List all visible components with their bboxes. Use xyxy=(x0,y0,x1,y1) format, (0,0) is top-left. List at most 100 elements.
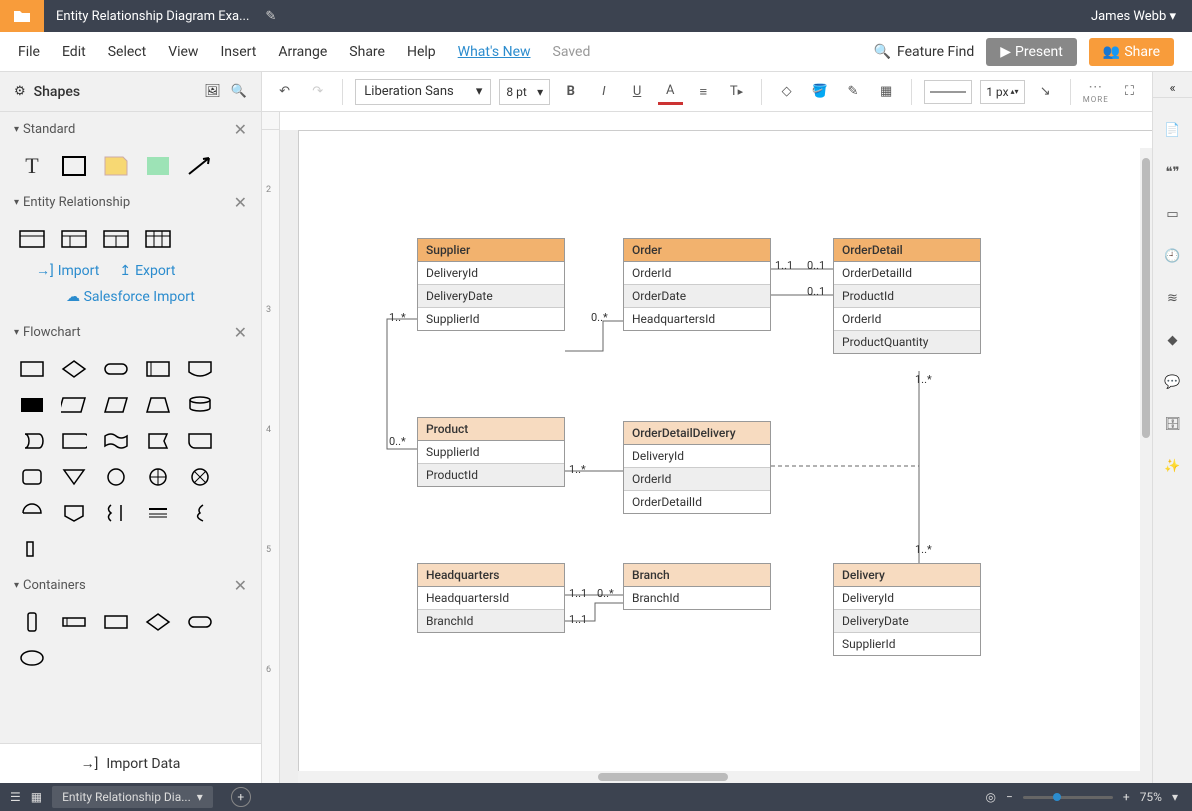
zoom-slider[interactable] xyxy=(1023,796,1113,799)
size-select[interactable]: 8 pt▾ xyxy=(499,79,550,105)
flowchart-shape-24[interactable] xyxy=(186,502,214,524)
flowchart-shape-2[interactable] xyxy=(102,358,130,380)
presentation-icon[interactable]: ▭ xyxy=(1163,204,1183,224)
menu-view[interactable]: View xyxy=(168,44,198,60)
line-width-select[interactable]: 1 px ▴▾ xyxy=(980,80,1025,104)
entity-field[interactable]: OrderId xyxy=(624,468,770,491)
entity-field[interactable]: SupplierId xyxy=(418,441,564,464)
present-button[interactable]: ▶ Present xyxy=(986,38,1077,66)
entity-field[interactable]: ProductId xyxy=(834,285,980,308)
share-button[interactable]: 👥 Share xyxy=(1089,38,1174,66)
flowchart-shape-3[interactable] xyxy=(144,358,172,380)
entity-field[interactable]: HeadquartersId xyxy=(418,587,564,610)
entity-field[interactable]: DeliveryId xyxy=(834,587,980,610)
flowchart-shape-7[interactable] xyxy=(102,394,130,416)
v-scrollbar[interactable] xyxy=(1140,148,1152,771)
folder-icon[interactable] xyxy=(0,0,44,32)
section-entity[interactable]: ▾ Entity Relationship ✕ xyxy=(0,185,261,220)
menu-insert[interactable]: Insert xyxy=(220,44,256,60)
close-icon[interactable]: ✕ xyxy=(234,576,247,595)
section-containers[interactable]: ▾ Containers ✕ xyxy=(0,568,261,603)
entity-orderdetail[interactable]: OrderDetailOrderDetailIdProductIdOrderId… xyxy=(833,238,981,354)
canvas[interactable]: SupplierDeliveryIdDeliveryDateSupplierId… xyxy=(280,130,1152,783)
flowchart-shape-16[interactable] xyxy=(60,466,88,488)
container-shape-1[interactable] xyxy=(60,611,88,633)
section-flowchart[interactable]: ▾ Flowchart ✕ xyxy=(0,315,261,350)
entity-field[interactable]: BranchId xyxy=(418,610,564,632)
image-icon[interactable]: 🖼 xyxy=(204,84,221,99)
entity-field[interactable]: OrderDetailId xyxy=(834,262,980,285)
zoom-in-button[interactable]: + xyxy=(1123,790,1130,804)
more-button[interactable]: ⋯MORE xyxy=(1083,79,1109,104)
entity-field[interactable]: OrderId xyxy=(624,262,770,285)
entity-field[interactable]: ProductQuantity xyxy=(834,331,980,353)
flowchart-shape-6[interactable] xyxy=(60,394,88,416)
database-icon[interactable]: 🗄 xyxy=(1163,414,1183,434)
gear-icon[interactable]: ⚙ xyxy=(14,84,26,99)
entity-field[interactable]: DeliveryId xyxy=(624,445,770,468)
magic-icon[interactable]: ✨ xyxy=(1163,456,1183,476)
chat-icon[interactable]: 💬 xyxy=(1163,372,1183,392)
arrow-shape[interactable] xyxy=(186,155,214,177)
font-select[interactable]: Liberation Sans▾ xyxy=(355,79,491,105)
align-button[interactable]: ≡ xyxy=(691,79,716,105)
flowchart-shape-4[interactable] xyxy=(186,358,214,380)
entity-field[interactable]: SupplierId xyxy=(834,633,980,655)
text-color-button[interactable]: A xyxy=(658,79,683,105)
text-shape[interactable]: T xyxy=(18,155,46,177)
text-options-button[interactable]: T▸ xyxy=(724,79,749,105)
import-link[interactable]: →] Import xyxy=(36,262,99,279)
flowchart-shape-9[interactable] xyxy=(186,394,214,416)
entity-field[interactable]: OrderDetailId xyxy=(624,491,770,513)
container-shape-4[interactable] xyxy=(186,611,214,633)
salesforce-link[interactable]: ☁ Salesforce Import xyxy=(0,289,261,315)
flowchart-shape-25[interactable] xyxy=(18,538,46,560)
outline-icon[interactable]: ☰ xyxy=(10,790,21,804)
entity-field[interactable]: DeliveryDate xyxy=(834,610,980,633)
flowchart-shape-19[interactable] xyxy=(186,466,214,488)
entity-field[interactable]: BranchId xyxy=(624,587,770,609)
grid-icon[interactable]: ▦ xyxy=(31,790,42,804)
entity-field[interactable]: SupplierId xyxy=(418,308,564,330)
menu-whatsnew[interactable]: What's New xyxy=(458,44,531,60)
menu-help[interactable]: Help xyxy=(407,44,436,60)
flowchart-shape-8[interactable] xyxy=(144,394,172,416)
undo-button[interactable]: ↶ xyxy=(272,79,297,105)
redo-button[interactable]: ↷ xyxy=(305,79,330,105)
flowchart-shape-1[interactable] xyxy=(60,358,88,380)
page-tab[interactable]: Entity Relationship Dia... ▾ xyxy=(52,786,213,808)
container-shape-5[interactable] xyxy=(18,647,46,669)
entity-field[interactable]: OrderDate xyxy=(624,285,770,308)
flowchart-shape-0[interactable] xyxy=(18,358,46,380)
shape-fill-button[interactable]: ◇ xyxy=(774,79,799,105)
er-shape-4[interactable] xyxy=(144,228,172,250)
menu-select[interactable]: Select xyxy=(108,44,146,60)
section-standard[interactable]: ▾ Standard ✕ xyxy=(0,112,261,147)
pencil-icon[interactable]: ✎ xyxy=(265,9,276,24)
flowchart-shape-5[interactable] xyxy=(18,394,46,416)
entity-field[interactable]: DeliveryDate xyxy=(418,285,564,308)
document-title[interactable]: Entity Relationship Diagram Exa... xyxy=(44,9,261,24)
line-style-select[interactable] xyxy=(924,80,972,104)
zoom-value[interactable]: 75% xyxy=(1140,790,1162,804)
flowchart-shape-12[interactable] xyxy=(102,430,130,452)
rect-shape[interactable] xyxy=(60,155,88,177)
data-icon[interactable]: ◆ xyxy=(1163,330,1183,350)
history-icon[interactable]: 🕘 xyxy=(1163,246,1183,266)
entity-branch[interactable]: BranchBranchId xyxy=(623,563,771,610)
flowchart-shape-20[interactable] xyxy=(18,502,46,524)
flowchart-shape-17[interactable] xyxy=(102,466,130,488)
entity-order[interactable]: OrderOrderIdOrderDateHeadquartersId xyxy=(623,238,771,331)
comments-icon[interactable]: ❝❞ xyxy=(1163,162,1183,182)
entity-supplier[interactable]: SupplierDeliveryIdDeliveryDateSupplierId xyxy=(417,238,565,331)
entity-field[interactable]: OrderId xyxy=(834,308,980,331)
page-settings-icon[interactable]: 📄 xyxy=(1163,120,1183,140)
menu-edit[interactable]: Edit xyxy=(62,44,86,60)
line-options-button[interactable]: ↘ xyxy=(1033,79,1058,105)
flowchart-shape-15[interactable] xyxy=(18,466,46,488)
italic-button[interactable]: I xyxy=(591,79,616,105)
entity-odd[interactable]: OrderDetailDeliveryDeliveryIdOrderIdOrde… xyxy=(623,421,771,514)
flowchart-shape-11[interactable] xyxy=(60,430,88,452)
user-menu[interactable]: James Webb ▾ xyxy=(1075,9,1192,24)
menu-arrange[interactable]: Arrange xyxy=(278,44,327,60)
